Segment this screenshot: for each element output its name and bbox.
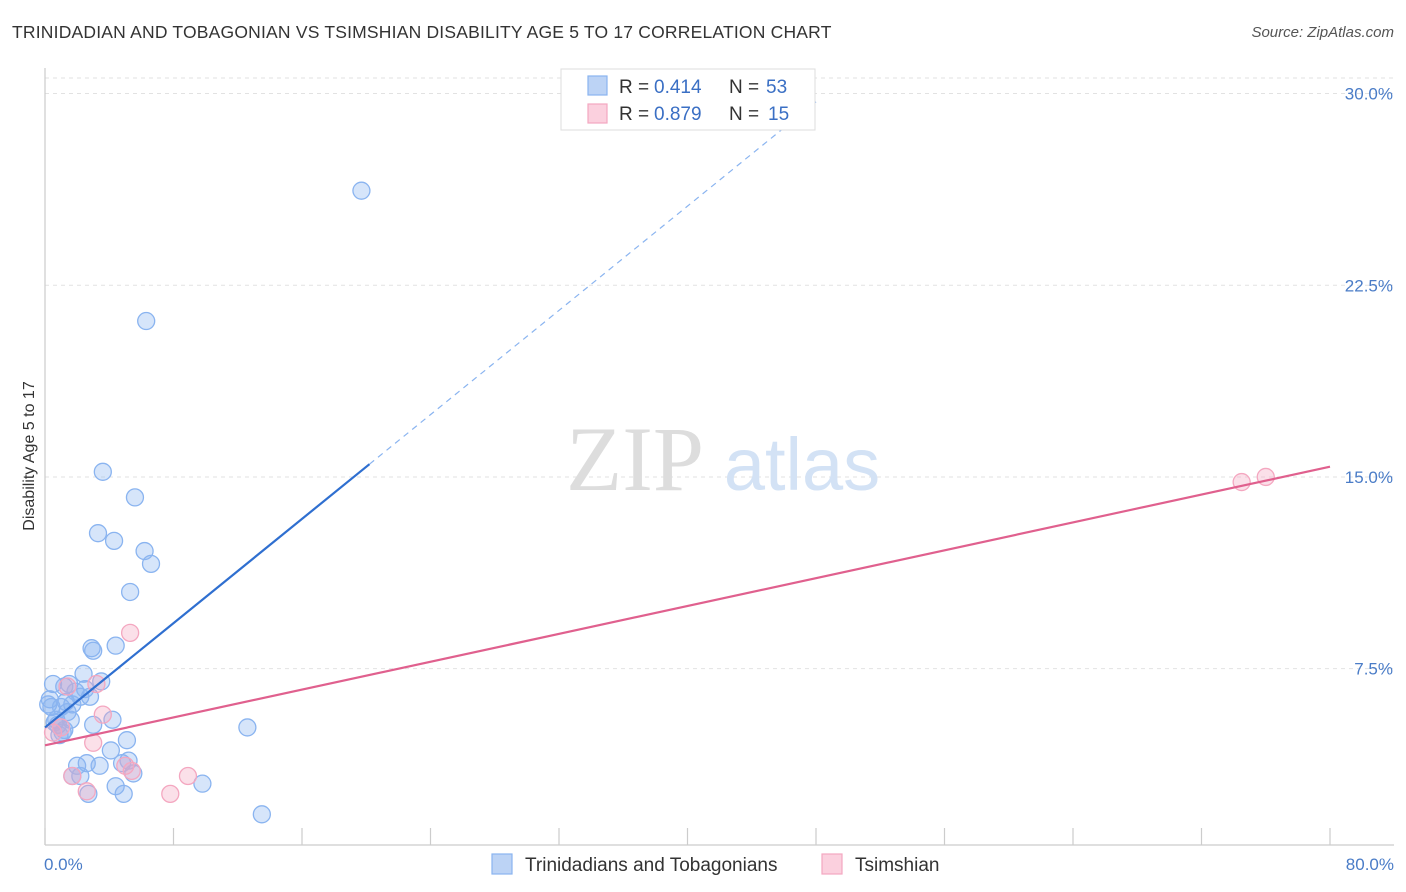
data-point bbox=[114, 784, 133, 804]
data-point bbox=[193, 774, 212, 793]
data-point bbox=[74, 664, 93, 683]
data-point bbox=[90, 756, 109, 775]
data-point bbox=[252, 805, 271, 824]
x-tick-labels: 0.0% 80.0% bbox=[44, 855, 1394, 874]
data-point bbox=[101, 741, 121, 760]
y-tick-label: 22.5% bbox=[1345, 276, 1393, 295]
legend-swatch-tsimshian bbox=[821, 853, 843, 875]
data-point bbox=[120, 582, 140, 602]
x-tick-marks bbox=[44, 828, 1331, 845]
legend-label-trinidadians: Trinidadians and Tobagonians bbox=[525, 855, 777, 876]
x-tick-label-min: 0.0% bbox=[44, 855, 83, 874]
data-point bbox=[238, 718, 257, 737]
data-point bbox=[39, 695, 58, 714]
stats-legend-r-label-2: R = bbox=[619, 104, 649, 125]
data-point bbox=[120, 623, 140, 643]
y-tick-labels: 7.5% 15.0% 22.5% 30.0% bbox=[1345, 85, 1393, 679]
legend-label-tsimshian: Tsimshian bbox=[855, 855, 939, 876]
watermark-zip: ZIP bbox=[566, 408, 704, 510]
stats-legend-n-value-2: 15 bbox=[768, 104, 789, 125]
data-point bbox=[84, 641, 103, 660]
trend-layer bbox=[44, 101, 1331, 747]
stats-legend-r-value-2: 0.879 bbox=[654, 104, 702, 125]
data-point bbox=[43, 674, 63, 694]
data-point bbox=[58, 677, 77, 696]
legend-swatch-trinidadians bbox=[491, 853, 513, 875]
y-tick-label: 15.0% bbox=[1345, 468, 1393, 487]
data-point bbox=[51, 718, 71, 737]
y-tick-label: 30.0% bbox=[1345, 85, 1393, 104]
data-point bbox=[103, 710, 122, 729]
chart-title: TRINIDADIAN AND TOBAGONIAN VS TSIMSHIAN … bbox=[12, 22, 832, 42]
x-tick-label-max: 80.0% bbox=[1346, 855, 1394, 874]
trend-line-trinidadians-extension bbox=[369, 101, 817, 465]
stats-legend-swatch-blue bbox=[587, 75, 608, 96]
data-point bbox=[93, 705, 112, 724]
chart-source: Source: ZipAtlas.com bbox=[1251, 24, 1394, 41]
stats-legend-r-value-1: 0.414 bbox=[654, 77, 702, 98]
watermark: ZIP atlas bbox=[566, 408, 880, 510]
data-point bbox=[125, 488, 145, 507]
y-axis-label: Disability Age 5 to 17 bbox=[21, 381, 38, 531]
data-point bbox=[122, 761, 141, 781]
data-point bbox=[63, 766, 82, 786]
y-tick-label: 7.5% bbox=[1354, 660, 1393, 679]
data-point bbox=[93, 462, 112, 481]
data-point bbox=[117, 731, 137, 750]
trend-line-trinidadians bbox=[44, 463, 371, 729]
data-point bbox=[161, 784, 180, 804]
series-layer bbox=[39, 181, 1275, 824]
data-point bbox=[88, 524, 108, 543]
data-point bbox=[352, 181, 371, 200]
stats-legend-r-label-1: R = bbox=[619, 77, 649, 98]
grid-lines bbox=[45, 77, 1394, 670]
data-point bbox=[178, 766, 198, 786]
stats-legend: R = 0.414 N = 53 R = 0.879 N = 15 bbox=[560, 68, 816, 131]
stats-legend-n-value-1: 53 bbox=[766, 77, 787, 98]
series-tsimshian bbox=[43, 467, 1275, 804]
data-point bbox=[104, 531, 124, 550]
data-point bbox=[77, 782, 96, 801]
axes bbox=[44, 68, 1394, 846]
stats-legend-swatch-pink bbox=[587, 103, 608, 124]
trend-line-tsimshian bbox=[44, 465, 1331, 747]
series-trinidadians bbox=[39, 181, 371, 824]
data-point bbox=[141, 554, 161, 573]
data-point bbox=[137, 311, 156, 331]
watermark-atlas: atlas bbox=[724, 423, 880, 506]
bottom-legend: Trinidadians and Tobagonians Tsimshian bbox=[491, 853, 939, 876]
data-point bbox=[55, 720, 74, 740]
stats-legend-n-label-1: N = bbox=[729, 77, 759, 98]
stats-legend-n-label-2: N = bbox=[729, 104, 759, 125]
data-point bbox=[106, 636, 125, 655]
